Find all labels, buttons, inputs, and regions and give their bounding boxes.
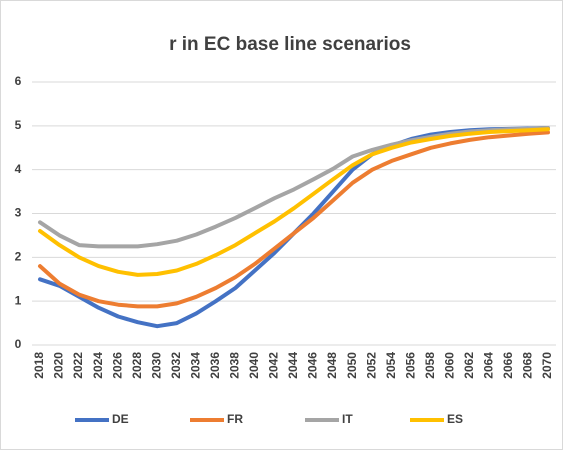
y-tick-label: 6: [15, 74, 22, 88]
x-tick-label: 2032: [169, 352, 183, 379]
x-tick-label: 2026: [110, 352, 124, 379]
x-tick-label: 2066: [501, 352, 515, 379]
x-tick-label: 2034: [188, 352, 202, 379]
chart-title: r in EC base line scenarios: [169, 34, 411, 55]
x-tick-label: 2056: [403, 352, 417, 379]
legend-label: FR: [227, 412, 243, 426]
x-tick-label: 2020: [52, 352, 66, 379]
line: [38, 127, 550, 277]
x-tick-label: 2038: [228, 352, 242, 379]
y-tick-label: 1: [15, 293, 22, 307]
x-tick-label: 2024: [91, 352, 105, 379]
x-tick-label: 2060: [442, 352, 456, 379]
x-tick-label: 2054: [384, 352, 398, 379]
x-tick-label: 2062: [462, 352, 476, 379]
y-tick-label: 4: [15, 162, 22, 176]
x-tick-label: 2040: [247, 352, 261, 379]
line: [38, 126, 550, 249]
x-tick-label: 2046: [306, 352, 320, 379]
x-tick-label: 2058: [423, 352, 437, 379]
y-tick-label: 0: [15, 337, 22, 351]
x-tick-label: 2030: [149, 352, 163, 379]
x-tick-label: 2052: [364, 352, 378, 379]
x-tick-label: 2028: [130, 352, 144, 379]
legend-label: DE: [112, 412, 129, 426]
x-tick-label: 2050: [345, 352, 359, 379]
line: [38, 130, 550, 309]
y-tick-label: 2: [15, 250, 22, 264]
x-tick-label: 2036: [208, 352, 222, 379]
legend-label: IT: [342, 412, 353, 426]
x-tick-label: 2044: [286, 352, 300, 379]
x-tick-label: 2022: [71, 352, 85, 379]
x-tick-label: 2070: [540, 352, 554, 379]
x-tick-label: 2068: [521, 352, 535, 379]
x-tick-label: 2064: [482, 352, 496, 379]
x-tick-label: 2018: [32, 352, 46, 379]
y-tick-label: 3: [15, 206, 22, 220]
x-tick-label: 2048: [325, 352, 339, 379]
x-tick-label: 2042: [267, 352, 281, 379]
y-tick-label: 5: [15, 118, 22, 132]
legend-label: ES: [447, 412, 463, 426]
